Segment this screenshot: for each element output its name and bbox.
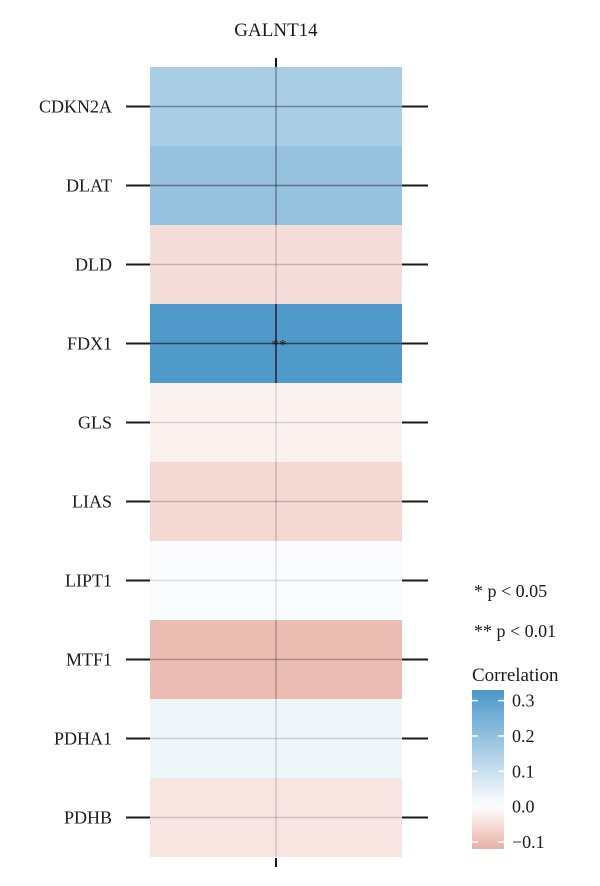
heatmap-cell-cdkn2a [150,67,402,146]
row-label-mtf1: MTF1 [66,650,112,670]
significance-legend-item: ** p < 0.01 [474,621,556,641]
row-label-dlat: DLAT [66,176,112,196]
colorbar-tick-label: −0.1 [512,832,545,852]
row-label-dld: DLD [75,255,112,275]
row-labels: CDKN2A DLAT DLD FDX1 GLS LIAS LIPT1 MTF1 PDHA1 PD… [39,97,112,828]
column-label: GALNT14 [234,20,318,41]
colorbar-gradient [472,690,504,849]
row-label-pdhb: PDHB [64,808,112,828]
row-label-gls: GLS [78,413,112,433]
significance-marker: ** [272,338,287,354]
heatmap-cell-mtf1 [150,620,402,699]
row-label-lipt1: LIPT1 [65,571,112,591]
tick-marks [126,58,428,867]
heatmap-cell-dld [150,225,402,304]
colorbar-title: Correlation [472,665,559,686]
heatmap-cell-gls [150,383,402,462]
row-label-fdx1: FDX1 [67,334,112,354]
heatmap-cell-pdhb [150,778,402,857]
row-label-cdkn2a: CDKN2A [39,97,112,117]
significance-legend: * p < 0.05 ** p < 0.01 [474,581,556,641]
colorbar: Correlation 0.3 0.2 0.1 0.0 −0.1 [472,665,559,852]
heatmap-cell-lipt1 [150,541,402,620]
row-label-lias: LIAS [72,492,112,512]
heatmap-cells: ** [150,67,402,857]
significance-legend-item: * p < 0.05 [474,581,547,601]
colorbar-tick-label: 0.0 [512,797,535,817]
colorbar-tick-label: 0.1 [512,761,535,781]
heatmap-cell-pdha1 [150,699,402,778]
colorbar-tick-label: 0.3 [512,691,535,711]
row-label-pdha1: PDHA1 [54,729,112,749]
heatmap-cell-lias [150,462,402,541]
colorbar-tick-label: 0.2 [512,726,535,746]
